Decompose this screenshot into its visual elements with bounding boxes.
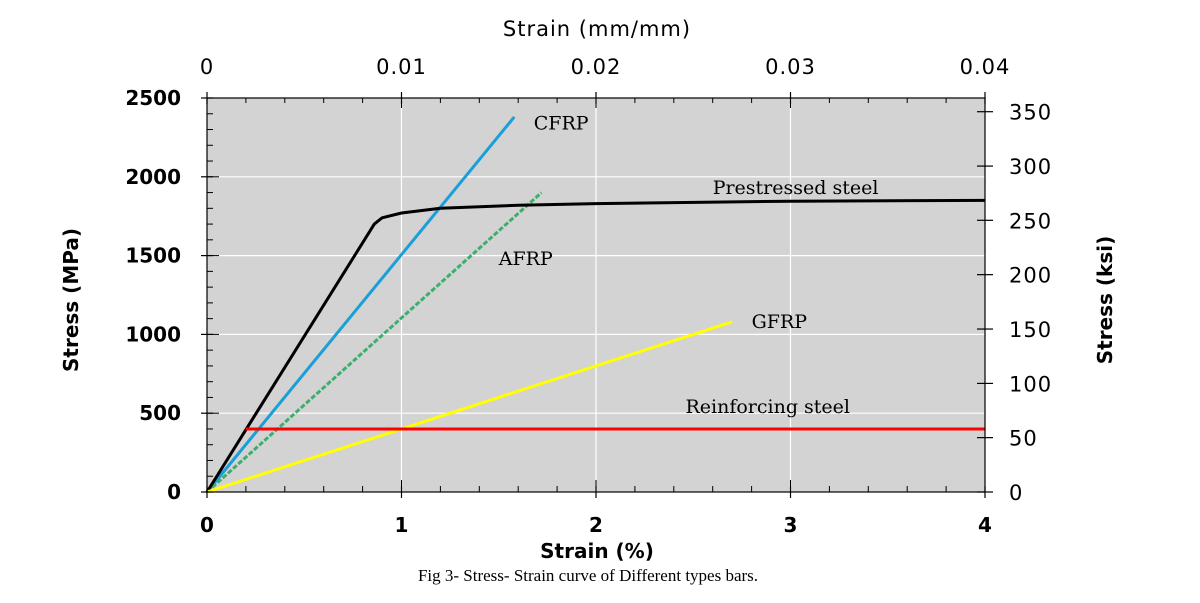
y2-tick-label: 300 [1009,155,1052,179]
y-tick-label: 2000 [125,165,181,189]
grid [207,98,985,492]
y2-tick-label: 200 [1009,264,1052,288]
series-layer [205,115,986,494]
y-tick-label: 0 [167,480,181,504]
y2-tick-label: 350 [1009,101,1052,125]
axes-frame [201,92,993,498]
x2-axis-title: Strain (mm/mm) [503,17,691,41]
y-tick-label: 1000 [125,322,181,346]
x-tick-label: 4 [978,513,992,537]
y2-tick-label: 100 [1009,372,1052,396]
series-label-cfrp: CFRP [534,113,589,135]
x2-tick-label: 0.02 [571,55,622,79]
y-axis-title: Stress (MPa) [59,228,83,372]
series-line-afrp [205,191,543,494]
series-label-prestressed-steel: Prestressed steel [713,177,879,199]
series-label-afrp: AFRP [498,248,553,270]
y2-tick-label: 50 [1009,427,1038,451]
y2-axis-title: Stress (ksi) [1093,236,1117,365]
tick-labels: 0 1 2 3 40 0.01 0.02 0.03 0.04050010001500200025… [125,55,1052,537]
y-tick-label: 500 [139,401,181,425]
x-tick-label: 0 [200,513,214,537]
x-tick-label: 3 [784,513,798,537]
series-label-gfrp: GFRP [752,311,808,333]
series-line-gfrp [206,320,733,494]
y2-tick-label: 0 [1009,481,1023,505]
series-label-reinforcing-steel: Reinforcing steel [685,396,850,418]
x2-tick-label: 0.01 [376,55,427,79]
figure-caption: Fig 3- Stress- Strain curve of Different… [418,566,758,585]
x2-tick-label: 0.04 [960,55,1011,79]
y-tick-label: 2500 [125,86,181,110]
y2-tick-label: 150 [1009,318,1052,342]
x-tick-label: 1 [395,513,409,537]
series-line-prestressed-steel [205,198,986,493]
x-tick-label: 2 [589,513,603,537]
x2-tick-label: 0.03 [765,55,816,79]
x-axis-title: Strain (%) [540,539,654,563]
annotation-layer: CFRP AFRP Prestressed steel GFRP Reinforcing… [498,113,879,419]
x2-tick-label: 0 [200,55,214,79]
y-tick-label: 1500 [125,244,181,268]
y2-tick-label: 250 [1009,209,1052,233]
